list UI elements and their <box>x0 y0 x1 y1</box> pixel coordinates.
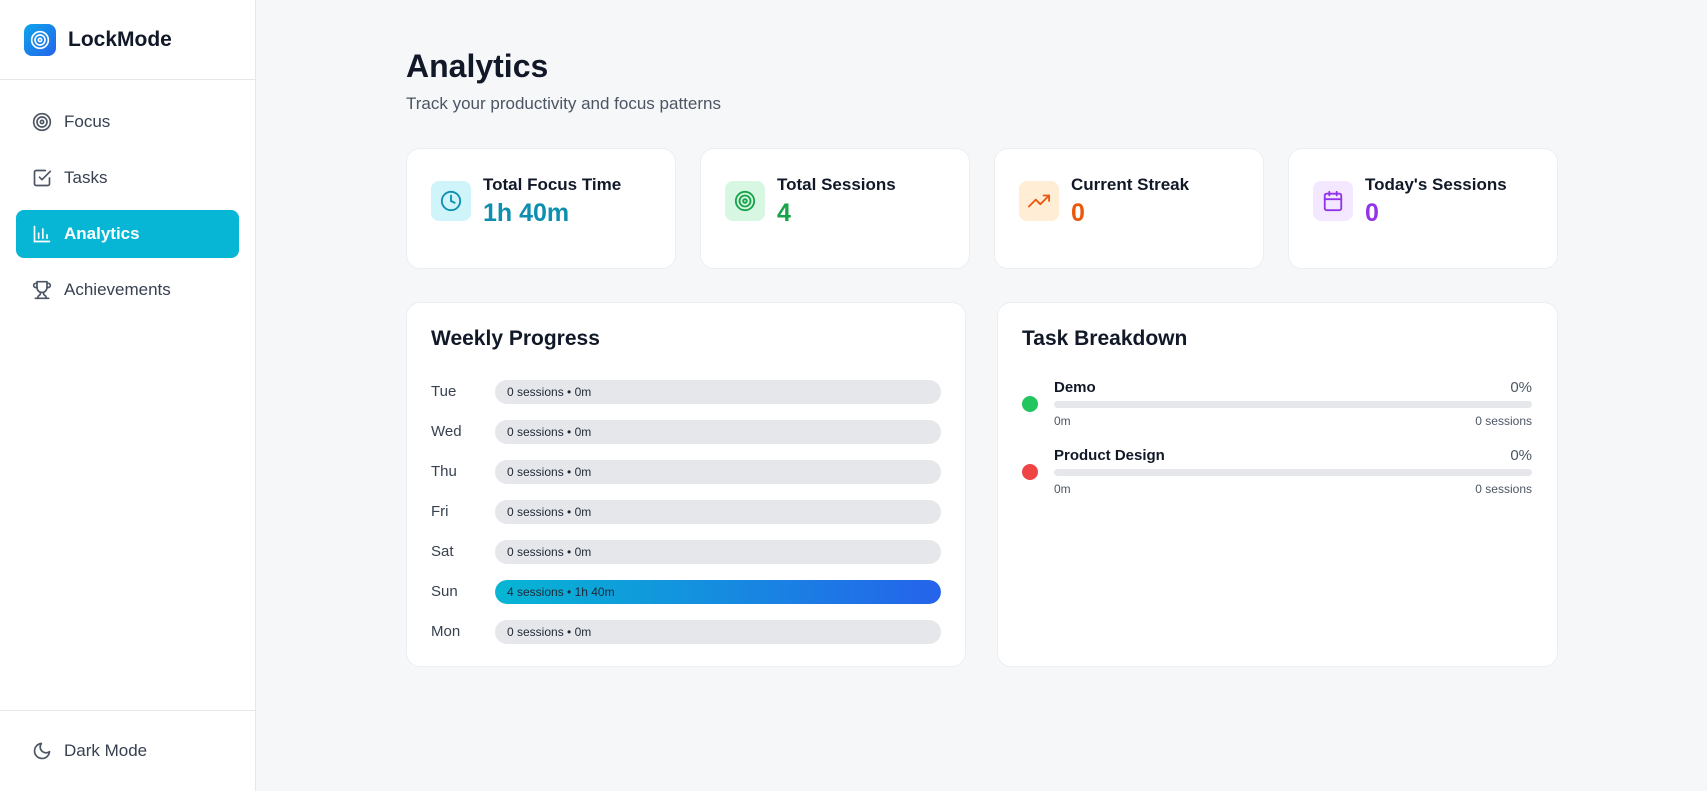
stat-value: 0 <box>1071 199 1085 227</box>
calendar-icon <box>1313 181 1353 221</box>
weekly-progress-panel: Weekly Progress Tue 0 sessions • 0m Wed 0 s… <box>406 302 966 667</box>
task-color-dot <box>1022 464 1038 480</box>
weekly-row-wed: Wed 0 sessions • 0m <box>431 420 941 444</box>
app-name: LockMode <box>68 27 172 51</box>
checkbox-icon <box>32 168 52 188</box>
progress-text: 0 sessions • 0m <box>507 425 592 439</box>
sidebar-item-label: Tasks <box>64 168 108 187</box>
panel-title: Weekly Progress <box>431 327 600 350</box>
task-time: 0m <box>1054 482 1071 496</box>
stat-card-todays-sessions: Today's Sessions 0 <box>1288 148 1558 269</box>
target-icon <box>725 181 765 221</box>
task-breakdown-panel: Task Breakdown Demo 0% 0m 0 sessions Product… <box>997 302 1558 667</box>
page-title: Analytics <box>406 48 549 84</box>
progress-bar: 0 sessions • 0m <box>495 420 941 444</box>
task-sessions: 0 sessions <box>1475 414 1532 428</box>
brand: LockMode <box>0 0 255 80</box>
day-label: Wed <box>431 423 462 440</box>
stats-row: Total Focus Time 1h 40m Total Sessions 4… <box>406 148 1558 269</box>
page-subtitle: Track your productivity and focus patter… <box>406 94 721 113</box>
stat-card-total-focus-time: Total Focus Time 1h 40m <box>406 148 676 269</box>
clock-icon <box>431 181 471 221</box>
task-name: Demo <box>1054 379 1096 396</box>
weekly-row-fri: Fri 0 sessions • 0m <box>431 500 941 524</box>
target-icon <box>24 23 56 56</box>
sidebar-item-analytics[interactable]: Analytics <box>16 210 239 258</box>
progress-text: 0 sessions • 0m <box>507 385 592 399</box>
progress-text: 0 sessions • 0m <box>507 625 592 639</box>
task-row: Product Design 0% 0m 0 sessions <box>1022 447 1532 503</box>
weekly-row-mon: Mon 0 sessions • 0m <box>431 620 941 644</box>
panel-title: Task Breakdown <box>1022 327 1188 350</box>
task-color-dot <box>1022 396 1038 412</box>
stat-card-total-sessions: Total Sessions 4 <box>700 148 970 269</box>
sidebar-item-achievements[interactable]: Achievements <box>16 266 239 314</box>
stat-label: Total Sessions <box>777 175 896 194</box>
progress-text: 4 sessions • 1h 40m <box>507 585 615 599</box>
stat-label: Today's Sessions <box>1365 175 1507 194</box>
dark-mode-label: Dark Mode <box>64 741 148 760</box>
stat-card-current-streak: Current Streak 0 <box>994 148 1264 269</box>
trending-up-icon <box>1019 181 1059 221</box>
weekly-row-sat: Sat 0 sessions • 0m <box>431 540 941 564</box>
task-progress-bar <box>1054 469 1532 476</box>
sidebar-nav: Focus Tasks Analytics Achievements <box>0 80 255 314</box>
task-name: Product Design <box>1054 447 1165 464</box>
task-progress-bar <box>1054 401 1532 408</box>
sidebar-footer: Dark Mode <box>0 710 255 791</box>
day-label: Sun <box>431 583 458 600</box>
sidebar-item-label: Analytics <box>64 224 140 243</box>
progress-bar: 4 sessions • 1h 40m <box>495 580 941 604</box>
weekly-row-tue: Tue 0 sessions • 0m <box>431 380 941 404</box>
trophy-icon <box>32 280 52 300</box>
bar-chart-icon <box>32 224 52 244</box>
day-label: Tue <box>431 383 457 400</box>
progress-text: 0 sessions • 0m <box>507 545 592 559</box>
stat-value: 0 <box>1365 199 1379 227</box>
day-label: Fri <box>431 503 449 520</box>
weekly-row-sun: Sun 4 sessions • 1h 40m <box>431 580 941 604</box>
progress-bar: 0 sessions • 0m <box>495 540 941 564</box>
day-label: Thu <box>431 463 457 480</box>
progress-bar: 0 sessions • 0m <box>495 380 941 404</box>
task-percent: 0% <box>1510 447 1532 464</box>
target-icon <box>32 112 52 132</box>
stat-value: 1h 40m <box>483 199 570 227</box>
stat-value: 4 <box>777 199 791 227</box>
moon-icon <box>32 741 52 761</box>
progress-bar: 0 sessions • 0m <box>495 500 941 524</box>
sidebar-item-tasks[interactable]: Tasks <box>16 154 239 202</box>
stat-label: Total Focus Time <box>483 175 622 194</box>
sidebar: LockMode Focus Tasks Analytics Achieveme… <box>0 0 256 791</box>
sidebar-item-label: Focus <box>64 112 111 131</box>
progress-fill <box>495 580 941 604</box>
sidebar-item-focus[interactable]: Focus <box>16 98 239 146</box>
task-time: 0m <box>1054 414 1071 428</box>
day-label: Mon <box>431 623 461 640</box>
progress-bar: 0 sessions • 0m <box>495 620 941 644</box>
stat-label: Current Streak <box>1071 175 1190 194</box>
weekly-row-thu: Thu 0 sessions • 0m <box>431 460 941 484</box>
task-row: Demo 0% 0m 0 sessions <box>1022 379 1532 435</box>
dark-mode-toggle[interactable]: Dark Mode <box>16 727 239 775</box>
day-label: Sat <box>431 543 454 560</box>
sidebar-item-label: Achievements <box>64 280 171 299</box>
task-sessions: 0 sessions <box>1475 482 1532 496</box>
task-percent: 0% <box>1510 379 1532 396</box>
progress-text: 0 sessions • 0m <box>507 505 592 519</box>
progress-bar: 0 sessions • 0m <box>495 460 941 484</box>
progress-text: 0 sessions • 0m <box>507 465 592 479</box>
